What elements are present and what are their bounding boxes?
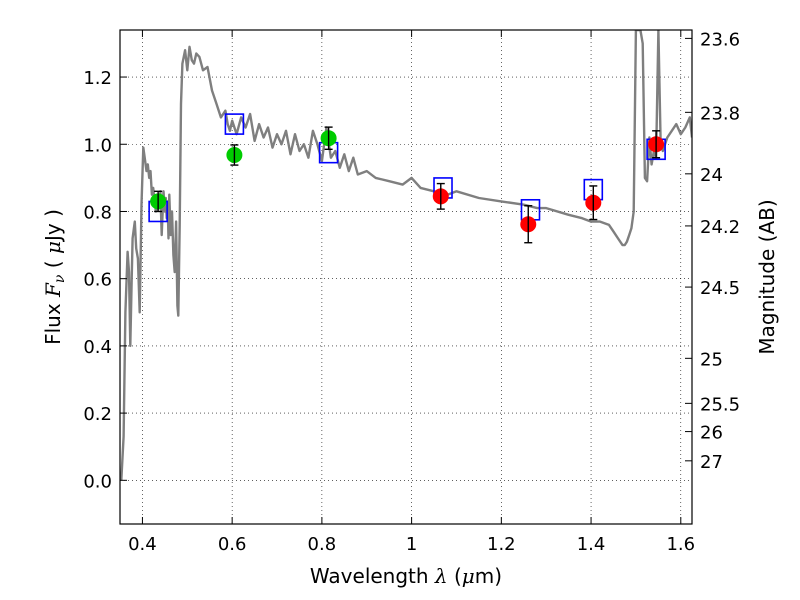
model-flux-marker: [224, 113, 245, 135]
x-tick-label: 0.6: [218, 534, 247, 555]
y2-axis-title: Magnitude (AB): [755, 199, 779, 354]
x-axis-title-unit-mu: μ: [462, 564, 475, 588]
mag-tick-label: 27: [700, 452, 723, 473]
mag-tick-label: 26: [700, 423, 723, 444]
x-tick-label: 1.4: [577, 534, 606, 555]
y-tick-label: 0.0: [83, 471, 112, 492]
x-tick-label: 1.2: [487, 534, 516, 555]
y-axis-title-subscript: ν: [52, 274, 68, 283]
y-tick-label: 1.2: [83, 68, 112, 89]
mag-tick-label: 25: [700, 349, 723, 370]
y-axis-title-symbol: F: [41, 282, 65, 298]
x-tick-label: 0.4: [128, 534, 157, 555]
y-axis-title: Flux Fν ( μJy ): [41, 209, 68, 345]
y-tick-label: 0.2: [83, 404, 112, 425]
y-axis-title-unit-open: (: [41, 254, 65, 275]
mag-tick-label: 25.5: [700, 394, 740, 415]
y-tick-label: 0.8: [83, 202, 112, 223]
y-tick-label: 0.6: [83, 270, 112, 291]
mag-tick-label: 24: [700, 165, 723, 186]
x-axis-title-prefix: Wavelength: [310, 564, 435, 588]
observed-flux-layer: [150, 126, 665, 244]
template-spectrum-line: [120, 30, 692, 481]
x-axis-title: Wavelength λ (μm): [310, 564, 502, 588]
plot-frame: [119, 29, 693, 525]
x-tick-label: 1: [406, 534, 417, 555]
x-axis-title-symbol: λ: [434, 564, 448, 588]
x-axis-title-unit-close: m): [475, 564, 502, 588]
gridlines: [120, 30, 692, 524]
mag-tick-label: 23.8: [700, 103, 740, 124]
y-tick-label: 1.0: [83, 135, 112, 156]
y-axis-title-prefix: Flux: [41, 297, 65, 345]
x-axis-title-unit-open: (: [448, 564, 462, 588]
y-tick-label: 0.4: [83, 337, 112, 358]
mag-tick-label: 24.2: [700, 217, 740, 238]
axis-ticks: 0.4 0.6 0.8 1 1.2 1.4 1.6 0.0 0.2 0.4 0.6 0.8 1.0 1.2…: [83, 29, 740, 555]
y-axis-title-unit-close: Jy ): [41, 209, 65, 243]
spectrum-layer: [120, 30, 692, 481]
x-tick-label: 0.8: [308, 534, 337, 555]
mag-tick-label: 24.5: [700, 278, 740, 299]
y-axis-title-unit-mu: μ: [41, 241, 65, 254]
mag-tick-label: 23.6: [700, 29, 740, 50]
x-tick-label: 1.6: [666, 534, 695, 555]
